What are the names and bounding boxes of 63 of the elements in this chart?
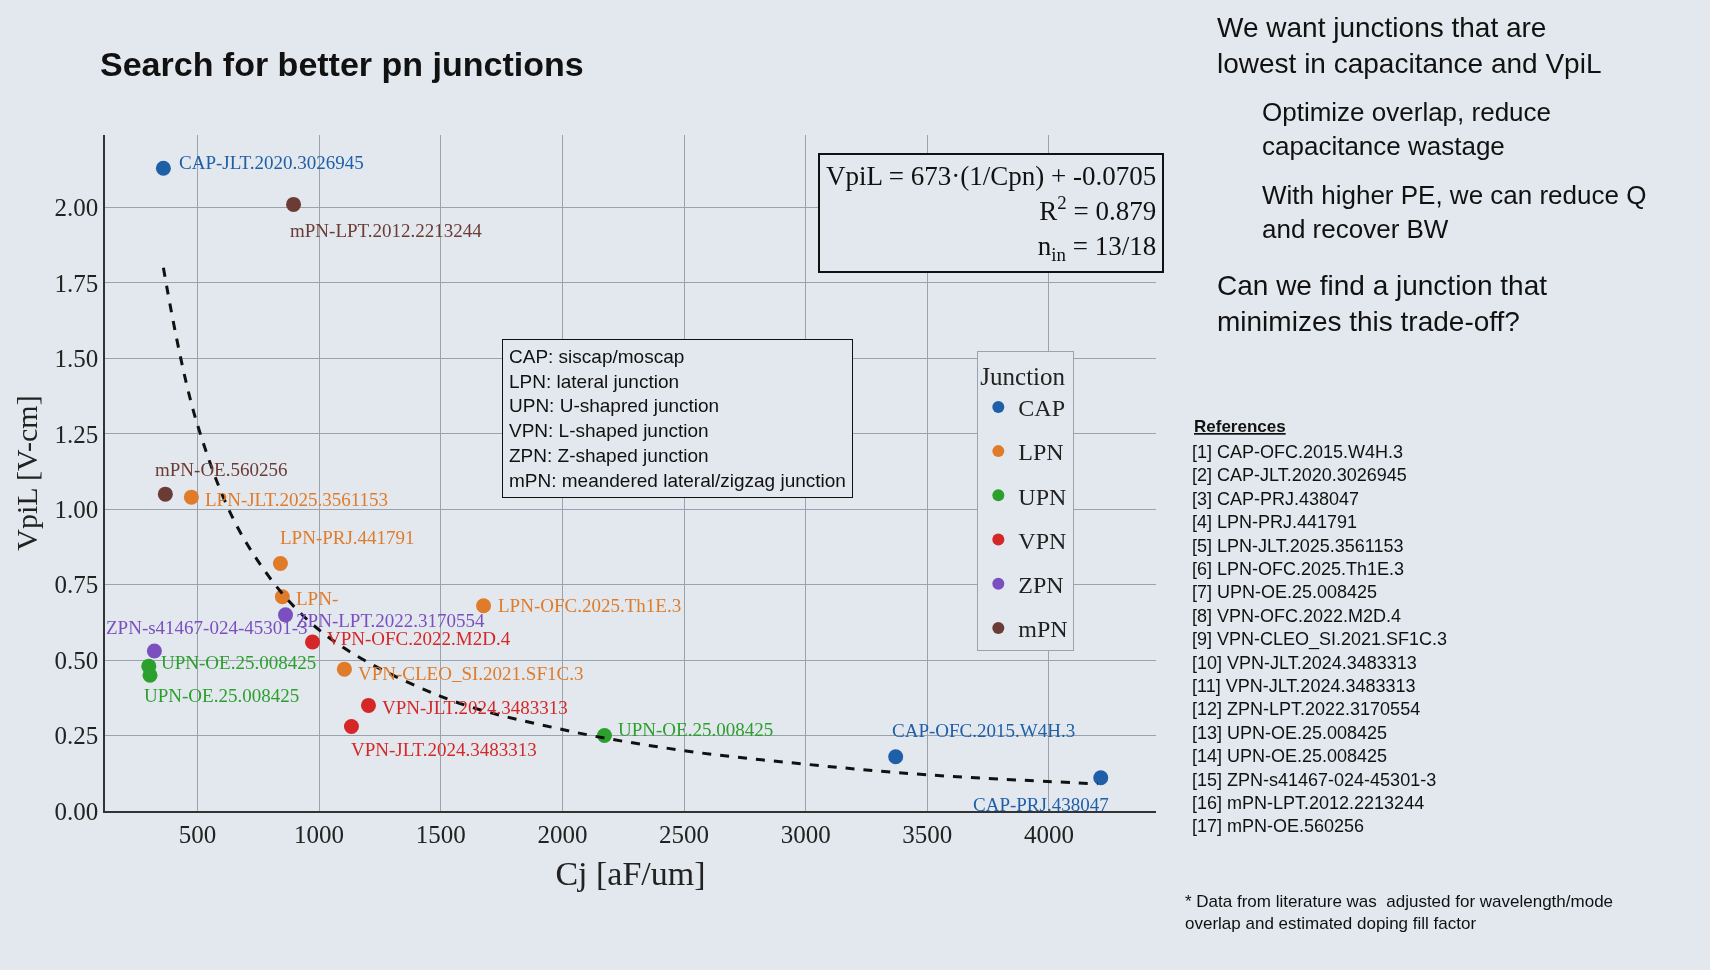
point <box>1093 770 1109 786</box>
annotation: UPN-OE.25.008425 <box>144 685 300 706</box>
x-tick-label: 3000 <box>780 820 831 848</box>
y-tick-label: 2.00 <box>54 194 99 222</box>
annotation: LPN-OFC.2025.Th1E.3 <box>498 595 682 616</box>
annotation: LPN- <box>296 588 339 609</box>
text: [1] CAP-OFC.2015.W4H.3 [2] CAP-JLT.2020.3026945 [3] CAP-PRJ.438047 [4] LPN-PRJ.441791 [5] LPN-JLT.2025.3561153 [6] LPN-OFC.2025.Th1E.3 [7] UPN-OE.25.008425 [8] VPN-OFC.2022.M2D.4 [9] VPN-CLEO_SI.2021.SF1C.3 [10] VPN-JLT.2024.3483313 [11] VPN-JLT.2024.3483313 [12] ZPN-LPT.2022.3170554 [13] UPN-OE.25.008425 [14] UPN-OE.25.008425 [15] ZPN-s41467-024-45301-3 [16] mPN-LPT.2012.2213244 [17] mPN-OE.560256 <box>1192 442 1448 837</box>
y-axis-title: VpiL [V-cm] <box>10 395 43 551</box>
legend-label: mPN <box>1018 616 1068 643</box>
point <box>305 634 321 650</box>
point <box>286 196 302 212</box>
annotation: CAP: siscap/moscap LPN: lateral junction UPN: U-shapred junction VPN: L-shaped junction ZPN: Z-shaped junction mPN: meandered lateral/zigzag junction <box>509 346 846 491</box>
legend-label: CAP <box>1018 395 1066 422</box>
point <box>274 589 290 605</box>
point <box>888 749 904 765</box>
y-tick-label: 0.00 <box>54 797 99 825</box>
y-tick-label: 1.25 <box>54 420 99 448</box>
point <box>157 486 173 502</box>
y-tick-label: 0.75 <box>54 571 99 599</box>
y-tick-label: 0.50 <box>54 646 99 674</box>
annotation: CAP-OFC.2015.W4H.3 <box>892 720 1076 741</box>
x-tick-label: 2500 <box>659 820 710 848</box>
x-tick-label: 1000 <box>294 820 345 848</box>
point <box>360 697 376 713</box>
annotation: LPN-JLT.2025.3561153 <box>205 489 388 510</box>
point <box>183 489 199 505</box>
legend-title: Junction <box>980 362 1066 390</box>
annotation: VPN-OFC.2022.M2D.4 <box>327 628 511 649</box>
text: References <box>1194 417 1286 436</box>
x-tick-label: 1500 <box>415 820 466 848</box>
annotation: mPN-OE.560256 <box>155 459 288 480</box>
annotation: mPN-LPT.2012.2213244 <box>290 220 483 241</box>
annotation: CAP-JLT.2020.3026945 <box>179 152 364 173</box>
text: With higher PE, we can reduce Q and recover BW <box>1262 180 1647 244</box>
annotation: UPN-OE.25.008425 <box>618 719 774 740</box>
legend-label: LPN <box>1018 439 1064 466</box>
x-tick-label: 3500 <box>902 820 953 848</box>
annotation: LPN-PRJ.441791 <box>280 527 415 548</box>
y-tick-label: 1.50 <box>54 345 99 373</box>
point <box>155 160 171 176</box>
annotation: CAP-PRJ.438047 <box>973 794 1109 815</box>
annotation: VpiL = 673·(1/Cpn) + -0.0705 R$^{2}$ = 0.879 n$_{in}$ = 13/18 <box>826 161 1157 265</box>
point <box>272 556 288 572</box>
text: Can we find a junction that minimizes this trade-off? <box>1217 270 1548 338</box>
y-tick-label: 1.00 <box>54 495 99 523</box>
point <box>146 643 162 659</box>
point <box>476 598 492 614</box>
y-tick-label: 0.25 <box>54 722 99 750</box>
text: * Data from literature was adjusted for wavelength/mode overlap and estimated doping fill factor <box>1185 892 1614 934</box>
x-tick-label: 500 <box>178 820 217 848</box>
y-tick-label: 1.75 <box>54 269 99 297</box>
legend-label: UPN <box>1018 483 1067 510</box>
point <box>343 719 359 734</box>
text: Optimize overlap, reduce capacitance wastage <box>1262 97 1552 161</box>
legend-label: ZPN <box>1018 572 1064 599</box>
annotation: VPN-JLT.2024.3483313 <box>351 739 537 760</box>
x-axis-title: Cj [aF/um] <box>555 854 706 892</box>
chart-title: Search for better pn junctions <box>100 44 584 83</box>
text: We want junctions that are lowest in capacitance and VpiL <box>1217 12 1602 80</box>
legend-label: VPN <box>1018 527 1067 554</box>
x-tick-label: 2000 <box>537 820 588 848</box>
x-tick-label: 4000 <box>1023 820 1074 848</box>
annotation: UPN-OE.25.008425 <box>161 652 317 673</box>
